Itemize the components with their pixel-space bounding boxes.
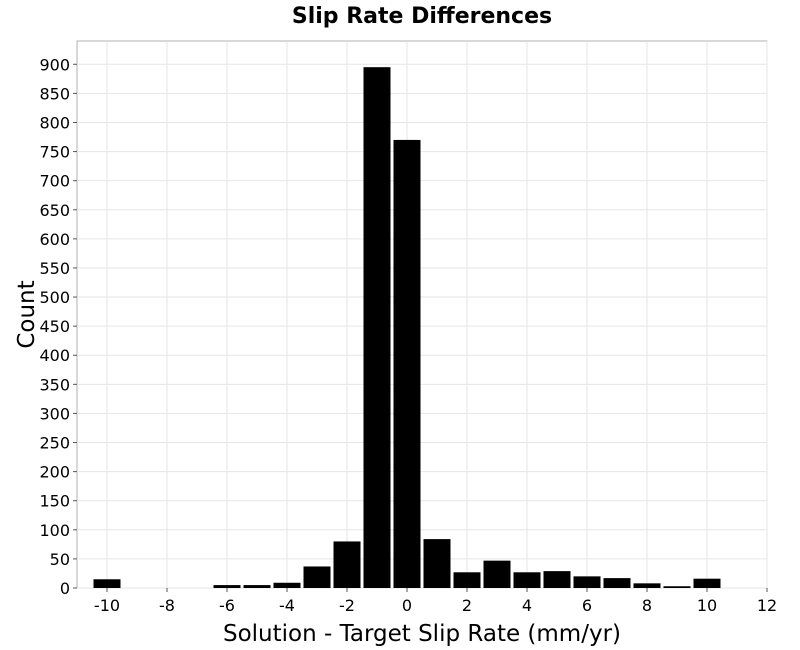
y-axis-ticks: 0 50 100 150 200 250 300 350 400 450 500 550 600 650 7… — [39, 55, 77, 598]
y-axis-title: Count — [14, 280, 40, 348]
x-tick-label: 8 — [642, 596, 652, 615]
y-tick-label: 350 — [39, 375, 70, 394]
y-tick-label: 150 — [39, 492, 70, 511]
y-tick-label: 900 — [39, 55, 70, 74]
x-tick-label: -10 — [94, 596, 120, 615]
x-tick-label: 2 — [462, 596, 472, 615]
y-tick-label: 850 — [39, 84, 70, 103]
x-tick-label: 12 — [757, 596, 777, 615]
x-tick-label: -4 — [279, 596, 295, 615]
y-tick-label: 0 — [60, 579, 70, 598]
histogram-bar — [303, 566, 331, 588]
histogram-bar — [213, 585, 241, 588]
histogram-bar — [663, 586, 691, 588]
histogram-bar — [363, 67, 391, 589]
x-tick-label: 10 — [697, 596, 717, 615]
histogram-bar — [633, 583, 661, 588]
histogram-bar — [693, 578, 721, 588]
y-tick-label: 550 — [39, 259, 70, 278]
y-tick-label: 600 — [39, 230, 70, 249]
bar-layer — [93, 67, 721, 589]
histogram-bar — [273, 582, 301, 588]
histogram-bar — [423, 539, 451, 588]
x-axis-ticks: -10 -8 -6 -4 -2 0 2 4 6 8 10 12 — [94, 588, 777, 615]
y-tick-label: 100 — [39, 521, 70, 540]
y-tick-label: 300 — [39, 404, 70, 423]
y-tick-label: 200 — [39, 463, 70, 482]
x-tick-label: 6 — [582, 596, 592, 615]
histogram-bar — [333, 541, 361, 588]
histogram-bar — [453, 572, 481, 588]
y-tick-label: 500 — [39, 288, 70, 307]
y-tick-label: 750 — [39, 143, 70, 162]
histogram-bar — [393, 139, 421, 588]
y-tick-label: 400 — [39, 346, 70, 365]
histogram-bar — [543, 571, 571, 588]
y-tick-label: 450 — [39, 317, 70, 336]
y-tick-label: 650 — [39, 201, 70, 220]
plot-area — [76, 40, 768, 589]
x-tick-label: -2 — [339, 596, 355, 615]
x-tick-label: -6 — [219, 596, 235, 615]
x-axis-title: Solution - Target Slip Rate (mm/yr) — [223, 621, 621, 647]
histogram-bar — [513, 572, 541, 588]
x-tick-label: 0 — [402, 596, 412, 615]
y-tick-label: 250 — [39, 434, 70, 453]
histogram-bar — [603, 578, 631, 588]
y-tick-label: 800 — [39, 113, 70, 132]
y-tick-label: 700 — [39, 172, 70, 191]
histogram-bar — [573, 576, 601, 588]
histogram-bar — [93, 579, 121, 588]
chart-title: Slip Rate Differences — [292, 4, 552, 29]
y-tick-label: 50 — [50, 550, 70, 569]
x-tick-label: -8 — [159, 596, 175, 615]
histogram-bar — [483, 560, 511, 588]
x-tick-label: 4 — [522, 596, 532, 615]
histogram-bar — [243, 585, 271, 588]
